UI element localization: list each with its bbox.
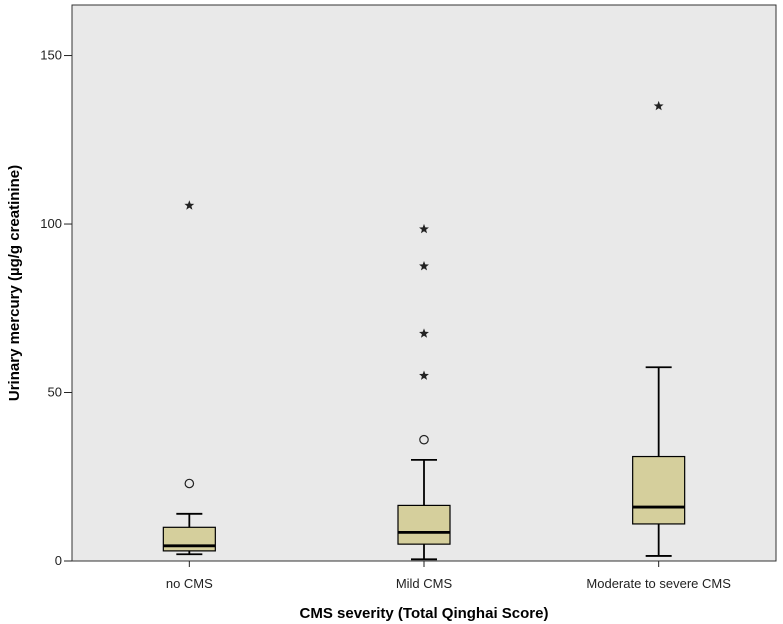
outlier-point — [419, 434, 429, 445]
x-axis: no CMS Mild CMS Moderate to severe CMS — [166, 561, 731, 591]
y-tick-label: 50 — [48, 385, 62, 400]
box — [632, 455, 686, 525]
extreme-point — [419, 328, 429, 338]
x-tick-label: Moderate to severe CMS — [586, 576, 731, 591]
y-axis: 0 50 100 150 — [40, 48, 72, 568]
extreme-point — [184, 200, 195, 210]
x-tick-label: Mild CMS — [396, 576, 453, 591]
boxes-layer — [162, 100, 686, 561]
x-tick-label: no CMS — [166, 576, 213, 591]
box-group — [162, 200, 216, 556]
box-group — [632, 100, 686, 557]
y-axis-title: Urinary mercury (µg/g creatinine) — [6, 165, 23, 401]
extreme-point — [653, 100, 664, 111]
x-axis-title: CMS severity (Total Qinghai Score) — [300, 605, 549, 622]
extreme-point — [419, 223, 429, 234]
extreme-point — [419, 260, 429, 271]
extreme-point — [419, 370, 429, 380]
box-group — [397, 223, 451, 561]
y-tick-label: 100 — [40, 216, 62, 231]
y-tick-label: 0 — [55, 553, 62, 568]
box — [397, 504, 451, 545]
box — [162, 526, 216, 552]
y-tick-label: 150 — [40, 48, 62, 63]
outlier-point — [184, 478, 195, 489]
